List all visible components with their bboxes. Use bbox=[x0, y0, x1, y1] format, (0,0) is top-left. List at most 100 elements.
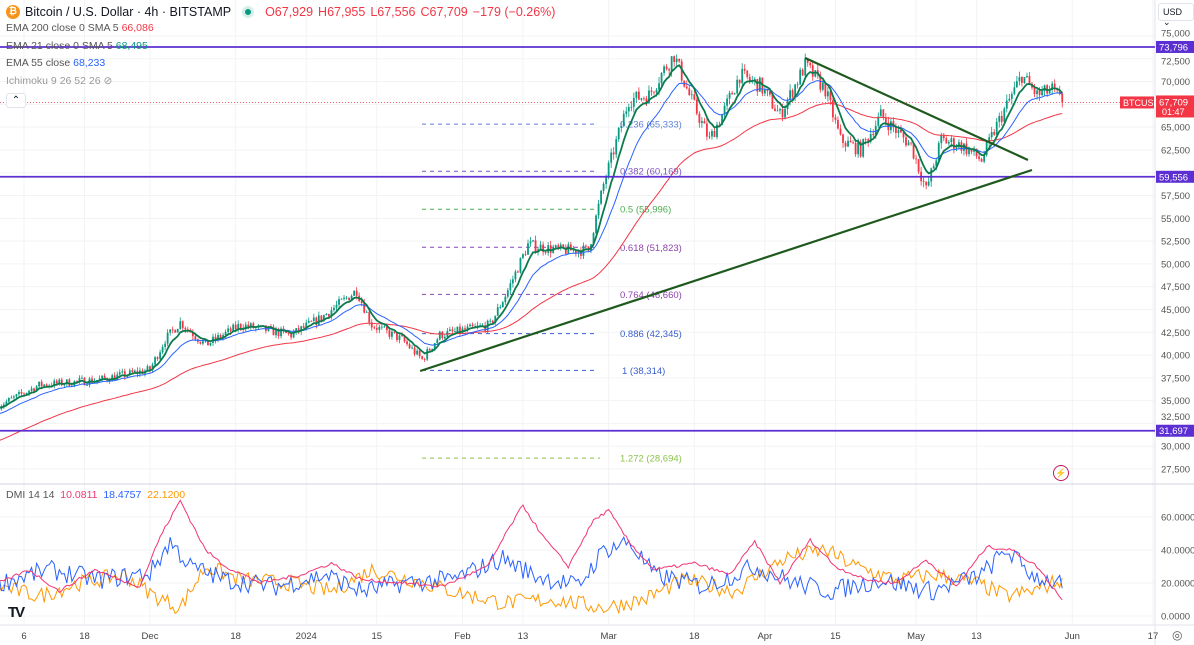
dmi-axis-tick: 60.0000 bbox=[1161, 513, 1194, 524]
candle-body bbox=[738, 79, 741, 84]
dmi-adx-line bbox=[0, 499, 1063, 601]
currency-selector[interactable]: USD ⌄ bbox=[1158, 3, 1194, 27]
candle-body bbox=[660, 73, 663, 84]
candle-body bbox=[391, 331, 393, 337]
candle-body bbox=[1058, 90, 1061, 94]
candle-body bbox=[829, 91, 832, 101]
candle-body bbox=[879, 109, 882, 117]
candle-body bbox=[365, 311, 368, 313]
candle-body bbox=[645, 98, 648, 104]
candle-body bbox=[1023, 77, 1026, 83]
candle-body bbox=[731, 93, 734, 95]
candle-body bbox=[380, 326, 383, 328]
price-axis-tick: 27,500 bbox=[1161, 465, 1190, 476]
price-axis-tick: 62,500 bbox=[1161, 145, 1190, 156]
price-axis-tick: 35,000 bbox=[1161, 396, 1190, 407]
candle-body bbox=[867, 139, 870, 142]
time-axis-label: Jun bbox=[1065, 631, 1080, 642]
candle-body bbox=[146, 366, 149, 371]
candle-body bbox=[665, 66, 668, 70]
candle-body bbox=[763, 90, 766, 94]
indicator-ema55[interactable]: EMA 55 close 68,233 bbox=[6, 55, 555, 73]
candle-body bbox=[280, 328, 282, 337]
candle-body bbox=[76, 380, 78, 382]
fib-level-label: 0.618 (51,823) bbox=[620, 243, 682, 254]
symbol-title[interactable]: Bitcoin / U.S. Dollar · 4h · BITSTAMP bbox=[25, 5, 232, 19]
candle-body bbox=[658, 83, 660, 90]
candles bbox=[0, 53, 1064, 411]
candle-body bbox=[151, 364, 154, 371]
lightning-alert-icon[interactable]: ⚡ bbox=[1053, 465, 1069, 481]
candle-body bbox=[844, 143, 847, 147]
candle-body bbox=[607, 162, 610, 178]
candle-body bbox=[925, 182, 928, 186]
candle-body bbox=[653, 91, 655, 93]
ohlc-high: H67,955 bbox=[318, 5, 366, 19]
price-axis-tick: 32,500 bbox=[1161, 412, 1190, 423]
bar-countdown: 01:47 bbox=[1162, 107, 1185, 117]
candle-body bbox=[33, 388, 35, 392]
price-axis-tick: 47,500 bbox=[1161, 282, 1190, 293]
candle-body bbox=[1048, 90, 1051, 94]
candle-body bbox=[673, 56, 676, 63]
candle-body bbox=[625, 111, 628, 114]
candle-body bbox=[1053, 83, 1056, 89]
candle-body bbox=[451, 329, 454, 332]
candle-body bbox=[333, 307, 335, 311]
price-axis-tick: 42,500 bbox=[1161, 328, 1190, 339]
candle-body bbox=[345, 297, 348, 299]
ohlc-change: −179 (−0.26%) bbox=[472, 5, 556, 19]
candle-body bbox=[471, 324, 474, 327]
indicator-ichimoku[interactable]: Ichimoku 9 26 52 26 ⊘ bbox=[6, 73, 555, 91]
candle-body bbox=[191, 332, 194, 337]
price-level-tag bbox=[1156, 424, 1194, 437]
candle-body bbox=[605, 177, 608, 184]
candle-body bbox=[398, 335, 401, 341]
candle-body bbox=[214, 336, 217, 340]
candle-body bbox=[118, 372, 121, 375]
candle-body bbox=[312, 317, 315, 322]
candle-body bbox=[905, 137, 907, 146]
ema55-line bbox=[0, 79, 1063, 414]
candle-body bbox=[199, 341, 202, 344]
candle-body bbox=[774, 108, 776, 111]
dmi-legend[interactable]: DMI 14 14 10.0811 18.4757 22.1200 bbox=[6, 489, 185, 501]
candle-body bbox=[161, 347, 164, 353]
candle-body bbox=[884, 117, 887, 123]
candle-body bbox=[25, 392, 28, 394]
candle-body bbox=[179, 321, 182, 329]
price-axis-tick: 55,000 bbox=[1161, 214, 1190, 225]
candle-body bbox=[776, 110, 779, 112]
indicator-label: Ichimoku 9 26 52 26 bbox=[6, 74, 101, 87]
candle-body bbox=[990, 132, 993, 138]
candle-body bbox=[202, 341, 204, 344]
last-price-tag bbox=[1156, 95, 1194, 118]
fib-level-label: 1 (38,314) bbox=[622, 366, 665, 377]
fib-level-label: 0.886 (42,345) bbox=[620, 329, 682, 340]
candle-body bbox=[5, 401, 8, 405]
candle-body bbox=[295, 328, 298, 333]
time-axis-label: Mar bbox=[600, 631, 616, 642]
candle-body bbox=[597, 203, 600, 216]
candle-body bbox=[1038, 90, 1041, 96]
indicator-ema21[interactable]: EMA 21 close 0 SMA 5 68,495 bbox=[6, 38, 555, 56]
candle-body bbox=[655, 89, 658, 93]
collapse-legend-button[interactable]: ⌃ bbox=[6, 93, 26, 108]
candle-body bbox=[1005, 100, 1008, 109]
candle-body bbox=[874, 125, 877, 136]
candle-body bbox=[554, 245, 557, 248]
indicator-label: EMA 21 close 0 SMA 5 bbox=[6, 39, 113, 52]
settings-icon[interactable]: ◎ bbox=[1172, 628, 1183, 642]
candle-body bbox=[290, 333, 293, 338]
candle-body bbox=[378, 326, 381, 330]
candle-body bbox=[338, 299, 340, 305]
candle-body bbox=[302, 326, 305, 328]
candle-body bbox=[375, 327, 378, 330]
indicator-ema200[interactable]: EMA 200 close 0 SMA 5 66,086 bbox=[6, 20, 555, 38]
ohlc-low: L67,556 bbox=[370, 5, 416, 19]
eye-hidden-icon[interactable]: ⊘ bbox=[103, 74, 113, 87]
tradingview-logo[interactable]: TV bbox=[8, 604, 25, 621]
candle-body bbox=[869, 133, 872, 142]
chart-legend: ₿ Bitcoin / U.S. Dollar · 4h · BITSTAMP … bbox=[6, 4, 555, 90]
